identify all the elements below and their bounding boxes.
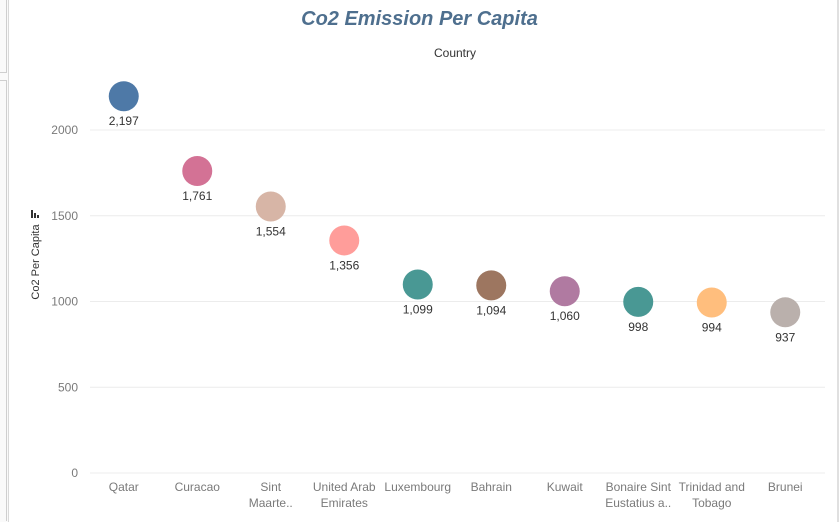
data-point[interactable]: [402, 269, 433, 300]
x-category-label[interactable]: Maarte..: [249, 496, 293, 510]
data-point[interactable]: [108, 81, 139, 112]
gridlines: [90, 129, 825, 474]
x-category-label[interactable]: Eustatius a..: [605, 496, 671, 510]
x-category-label[interactable]: Tobago: [692, 496, 732, 510]
data-point[interactable]: [329, 225, 360, 256]
y-tick-label: 1500: [51, 209, 78, 223]
y-tick-label: 2000: [51, 123, 78, 137]
x-category-label[interactable]: Sint: [260, 480, 281, 494]
x-category-label[interactable]: Luxembourg: [384, 480, 451, 494]
data-label: 1,356: [329, 258, 359, 272]
data-points: 2,197 1,761 1,554 1,356 1,099 1,094 1,060 998 99…: [109, 81, 801, 344]
data-label: 994: [702, 321, 722, 335]
chart-title: Co2 Emission Per Capita: [301, 8, 538, 30]
x-category-label[interactable]: United Arab: [313, 480, 376, 494]
data-label: 1,094: [476, 303, 506, 317]
data-point[interactable]: [255, 191, 286, 222]
y-tick-label: 1000: [51, 295, 78, 309]
data-label: 1,554: [256, 224, 286, 238]
x-category-label[interactable]: Curacao: [175, 480, 221, 494]
x-category-label[interactable]: Trinidad and: [679, 480, 745, 494]
y-tick-label: 500: [58, 380, 78, 394]
left-panel-rail: [0, 0, 9, 522]
left-panel-tab-bottom: [0, 80, 7, 521]
data-point[interactable]: [696, 287, 727, 318]
x-category-label[interactable]: Kuwait: [547, 480, 584, 494]
x-category-label[interactable]: Qatar: [109, 480, 139, 494]
data-label: 1,099: [403, 303, 433, 317]
data-label: 998: [628, 320, 648, 334]
y-axis-ticks: 0 500 1000 1500 2000: [51, 123, 78, 480]
x-category-label[interactable]: Bonaire Sint: [606, 480, 672, 494]
data-label: 2,197: [109, 114, 139, 128]
x-category-label[interactable]: Emirates: [321, 496, 368, 510]
data-point[interactable]: [476, 270, 507, 301]
left-panel-tab-top: [0, 0, 7, 73]
y-tick-label: 0: [71, 466, 78, 480]
data-point[interactable]: [549, 276, 580, 307]
column-header-country[interactable]: Country: [433, 46, 477, 60]
data-point[interactable]: [182, 155, 213, 186]
data-label: 1,060: [550, 309, 580, 323]
data-point[interactable]: [770, 297, 801, 328]
x-axis-categories: Qatar Curacao Sint Maarte.. United Arab Emira…: [109, 480, 803, 510]
right-scroll-edge: [837, 0, 839, 522]
x-category-label[interactable]: Brunei: [768, 480, 803, 494]
x-category-label[interactable]: Bahrain: [471, 480, 512, 494]
data-label: 1,761: [182, 189, 212, 203]
data-point[interactable]: [623, 286, 654, 317]
sort-descending-icon[interactable]: [30, 209, 40, 219]
data-label: 937: [775, 330, 795, 344]
